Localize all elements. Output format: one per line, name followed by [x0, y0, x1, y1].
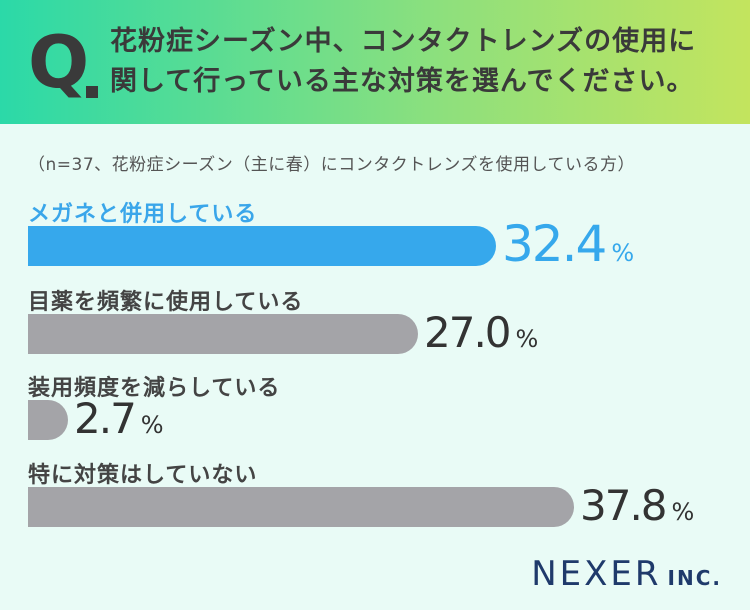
bar — [28, 226, 496, 266]
q-mark: Q — [28, 20, 89, 104]
value-label: 32.4% — [502, 215, 634, 273]
question-line-2: 関して行っている主な対策を選んでください。 — [110, 66, 695, 97]
sample-note: （n=37、花粉症シーズン（主に春）にコンタクトレンズを使用している方） — [28, 155, 635, 175]
category-label: メガネと併用している — [28, 202, 258, 227]
logo-main: NEXER — [531, 554, 662, 594]
value-number: 32.4 — [502, 215, 607, 273]
bar — [28, 487, 574, 527]
bar — [28, 314, 418, 354]
value-unit: % — [671, 497, 695, 526]
value-unit: % — [140, 410, 164, 439]
value-unit: % — [515, 324, 539, 353]
category-label: 特に対策はしていない — [28, 463, 258, 488]
category-label: 装用頻度を減らしている — [28, 376, 281, 401]
q-dot — [86, 86, 98, 98]
value-number: 37.8 — [580, 480, 668, 530]
value-number: 27.0 — [424, 307, 512, 357]
value-number: 2.7 — [74, 393, 137, 443]
value-unit: % — [611, 239, 635, 267]
question-text: 花粉症シーズン中、コンタクトレンズの使用に 関して行っている主な対策を選んでくだ… — [110, 22, 740, 102]
nexer-logo: NEXER INC. — [531, 554, 722, 594]
value-label: 37.8% — [580, 481, 694, 530]
bar — [28, 400, 68, 440]
value-label: 2.7% — [74, 394, 164, 443]
logo-suffix: INC. — [667, 566, 722, 590]
question-line-1: 花粉症シーズン中、コンタクトレンズの使用に — [110, 26, 697, 57]
value-label: 27.0% — [424, 308, 538, 357]
category-label: 目薬を頻繁に使用している — [28, 290, 304, 315]
question-header: Q 花粉症シーズン中、コンタクトレンズの使用に 関して行っている主な対策を選んで… — [0, 0, 750, 124]
